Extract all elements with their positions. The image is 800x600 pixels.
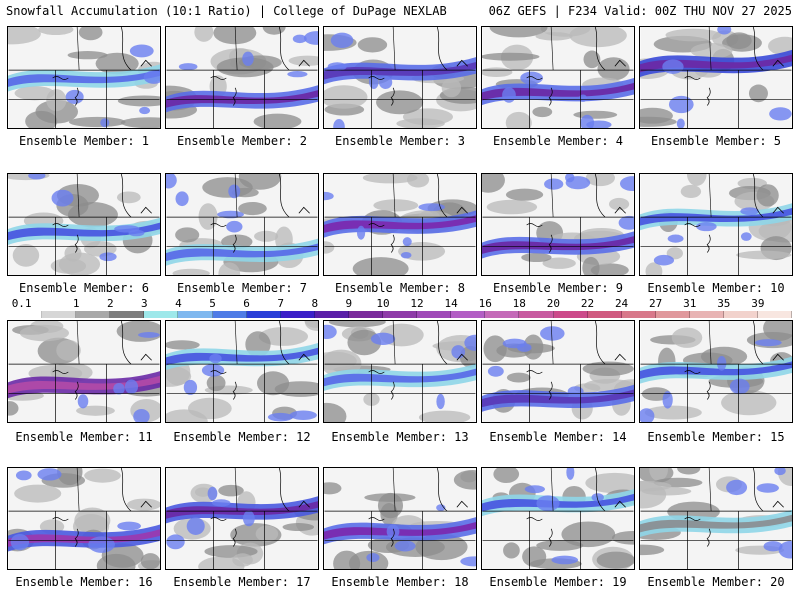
ensemble-member-label: Ensemble Member: 9 <box>492 281 624 295</box>
colorbar-swatch <box>8 311 43 318</box>
colorbar-tick-label: 8 <box>311 297 319 310</box>
colorbar-swatch <box>383 311 418 318</box>
colorbar-tick-label: 6 <box>243 297 250 310</box>
map-title: Snowfall Accumulation (10:1 Ratio) | Col… <box>6 4 447 18</box>
colorbar-swatch <box>655 311 690 318</box>
ensemble-member-label: Ensemble Member: 12 <box>173 430 311 444</box>
colorbar-tick-label: 27 <box>649 297 663 310</box>
colorbar-tick-label: 31 <box>683 297 697 310</box>
ensemble-map-panel <box>481 467 635 570</box>
ensemble-map-panel <box>323 320 477 423</box>
ensemble-map-panel <box>7 26 161 129</box>
colorbar-swatch <box>417 311 452 318</box>
ensemble-member-label: Ensemble Member: 14 <box>489 430 627 444</box>
colorbar-tick-label: 24 <box>614 297 629 310</box>
colorbar-tick-label: 3 <box>141 297 148 310</box>
colorbar-swatch <box>723 311 759 318</box>
colorbar-tick-label: 10 <box>376 297 390 310</box>
ensemble-member-label: Ensemble Member: 15 <box>647 430 785 444</box>
colorbar-swatches <box>8 311 793 318</box>
colorbar-tick-label: 2 <box>106 297 114 310</box>
ensemble-member-label: Ensemble Member: 16 <box>15 575 153 589</box>
colorbar-swatch <box>519 311 554 318</box>
ensemble-member-label: Ensemble Member: 20 <box>647 575 785 589</box>
ensemble-map-panel <box>323 467 477 570</box>
ensemble-map-panel <box>639 26 793 129</box>
colorbar-tick-label: 18 <box>512 297 526 310</box>
colorbar-tick-label: 20 <box>546 297 561 310</box>
colorbar-swatch <box>42 311 77 318</box>
colorbar-swatch <box>280 311 315 318</box>
ensemble-map-panel <box>165 320 319 423</box>
colorbar-tick-label: 0.1 <box>11 297 32 310</box>
ensemble-member-label: Ensemble Member: 7 <box>176 281 308 295</box>
colorbar-swatch <box>348 311 384 318</box>
colorbar-swatch <box>587 311 622 318</box>
colorbar-tick-label: 9 <box>345 297 353 310</box>
ensemble-map-panel <box>7 320 161 423</box>
colorbar-swatch <box>451 311 486 318</box>
ensemble-member-label: Ensemble Member: 3 <box>334 134 466 148</box>
ensemble-member-label: Ensemble Member: 10 <box>647 281 785 295</box>
model-run-info: 06Z GEFS | F234 Valid: 00Z THU NOV 27 20… <box>488 4 792 18</box>
colorbar-swatch <box>110 311 145 318</box>
ensemble-member-label: Ensemble Member: 17 <box>173 575 311 589</box>
colorbar-swatch <box>553 311 588 318</box>
ensemble-map-panel <box>639 320 793 423</box>
ensemble-member-label: Ensemble Member: 4 <box>492 134 624 148</box>
ensemble-member-label: Ensemble Member: 1 <box>18 134 150 148</box>
ensemble-member-label: Ensemble Member: 11 <box>15 430 153 444</box>
colorbar-swatch <box>178 311 213 318</box>
ensemble-member-label: Ensemble Member: 5 <box>650 134 782 148</box>
ensemble-member-label: Ensemble Member: 8 <box>334 281 466 295</box>
colorbar-tick-label: 22 <box>580 297 595 310</box>
ensemble-member-label: Ensemble Member: 2 <box>176 134 308 148</box>
ensemble-map-panel <box>165 173 319 276</box>
ensemble-map-panel <box>481 320 635 423</box>
ensemble-member-label: Ensemble Member: 6 <box>18 281 150 295</box>
colorbar-tick-label: 39 <box>751 297 765 310</box>
ensemble-map-panel <box>7 173 161 276</box>
ensemble-map-panel <box>481 173 635 276</box>
ensemble-member-label: Ensemble Member: 19 <box>489 575 627 589</box>
ensemble-map-panel <box>639 173 793 276</box>
colorbar-swatch <box>212 311 247 318</box>
colorbar-tick-label: 4 <box>175 297 182 310</box>
ensemble-map-panel <box>165 26 319 129</box>
colorbar-tick-label: 35 <box>717 297 731 310</box>
colorbar-swatch <box>314 311 349 318</box>
colorbar-tick-label: 1 <box>72 297 80 310</box>
ensemble-map-panel <box>165 467 319 570</box>
colorbar-swatch <box>689 311 724 318</box>
ensemble-member-label: Ensemble Member: 18 <box>331 575 469 589</box>
ensemble-map-panel <box>323 26 477 129</box>
colorbar-tick-label: 7 <box>277 297 284 310</box>
ensemble-map-panel <box>639 467 793 570</box>
colorbar-tick-label: 12 <box>410 297 424 310</box>
colorbar-swatch <box>76 311 111 318</box>
colorbar-tick-label: 16 <box>478 297 492 310</box>
colorbar-labels: 0.1 1 2 3 4 5 6 7 8 9 10 12 14 16 18 20 22 24 27 31 35 39 <box>8 297 792 310</box>
colorbar-swatch <box>758 311 793 318</box>
colorbar-swatch <box>621 311 656 318</box>
ensemble-member-label: Ensemble Member: 13 <box>331 430 469 444</box>
ensemble-map-panel <box>323 173 477 276</box>
colorbar-tick-label: 5 <box>209 297 216 310</box>
colorbar-tick-label: 14 <box>444 297 458 310</box>
colorbar-swatch <box>144 311 179 318</box>
colorbar-swatch <box>485 311 520 318</box>
colorbar-swatch <box>246 311 281 318</box>
ensemble-map-panel <box>7 467 161 570</box>
ensemble-map-panel <box>481 26 635 129</box>
